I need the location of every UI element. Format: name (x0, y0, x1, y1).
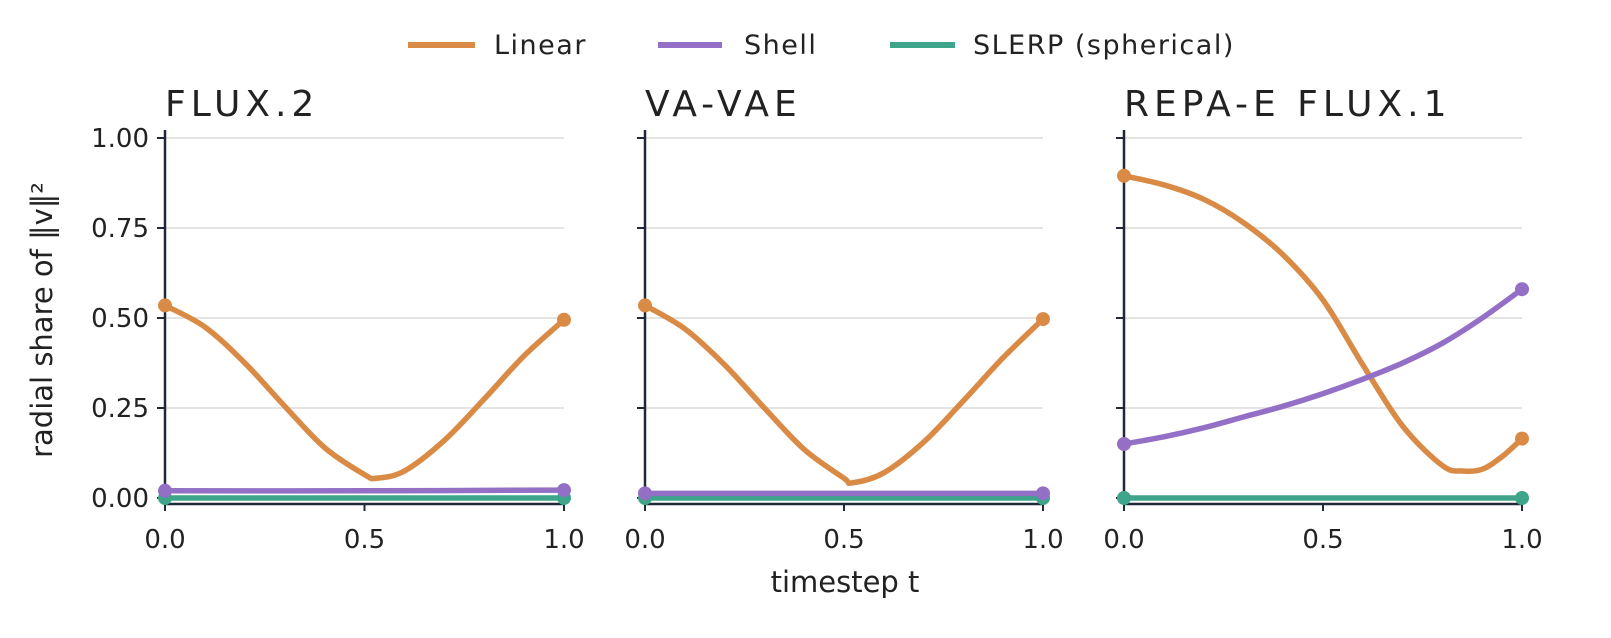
y-tick-label: 0.50 (91, 304, 149, 334)
legend-label: Linear (494, 30, 587, 61)
data-point-linear (1036, 312, 1050, 327)
data-point-shell (638, 486, 652, 501)
x-tick-label: 1.0 (1501, 525, 1542, 555)
data-point-linear (1117, 168, 1131, 183)
panel-3: REPA-E FLUX.1 0.0 0.5 1.0 (1103, 84, 1542, 555)
y-tick-label: 1.00 (91, 124, 149, 154)
y-axis-label: radial share of ‖v‖² (25, 182, 59, 458)
data-point-slerp (1515, 491, 1529, 505)
series-line-shell (162, 487, 567, 494)
series-line-linear (642, 302, 1046, 487)
data-point-shell (1036, 486, 1050, 501)
legend-label: SLERP (spherical) (973, 30, 1235, 61)
y-tick-label: 0.00 (91, 484, 149, 514)
data-point-linear (557, 312, 571, 327)
x-tick-label: 0.5 (1302, 525, 1343, 555)
data-point-linear (638, 298, 652, 313)
x-tick-label: 0.0 (1103, 525, 1144, 555)
x-tick-label: 0.5 (823, 525, 864, 555)
data-point-shell (557, 483, 571, 498)
y-tick-label: 0.75 (91, 214, 149, 244)
data-point-linear (158, 298, 172, 313)
data-point-shell (1515, 282, 1529, 297)
y-tick-label: 0.25 (91, 394, 149, 424)
x-tick-label: 0.0 (144, 525, 185, 555)
legend: Linear Shell SLERP (spherical) (408, 30, 1235, 61)
data-point-linear (1515, 431, 1529, 446)
series-line-linear (1121, 173, 1525, 475)
series-line-linear (162, 302, 567, 482)
panel-2: VA-VAE 0.0 0.5 1.0 (624, 84, 1063, 555)
series-line-shell (1121, 286, 1525, 447)
panel-1: FLUX.2 0.00 0.25 0.50 0.75 1.00 0.0 0.5 1.0 (91, 84, 585, 555)
x-tick-label: 1.0 (543, 525, 584, 555)
x-tick-label: 0.5 (344, 525, 385, 555)
panel-title: REPA-E FLUX.1 (1124, 84, 1452, 125)
data-point-shell (1117, 437, 1131, 451)
data-point-shell (158, 483, 172, 498)
data-point-slerp (1117, 491, 1131, 505)
panel-title: FLUX.2 (165, 84, 319, 125)
legend-label: Shell (744, 30, 817, 61)
panels: FLUX.20.000.250.500.751.000.0 0.5 1.0VA-VA… (91, 84, 1543, 555)
x-tick-label: 1.0 (1022, 525, 1063, 555)
panel-title: VA-VAE (645, 84, 802, 125)
x-tick-label: 0.0 (624, 525, 665, 555)
x-axis-label: timestep t (771, 565, 920, 599)
